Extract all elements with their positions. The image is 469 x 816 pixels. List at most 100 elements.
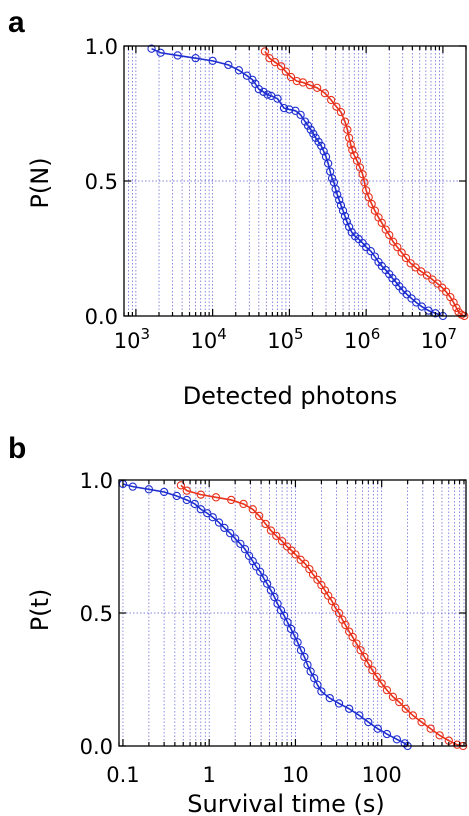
data-point-b-1: [291, 550, 300, 559]
data-point-b-1: [395, 697, 404, 707]
data-point-b-0: [306, 667, 315, 676]
data-point-a-1: [360, 178, 369, 187]
data-point-b-1: [211, 493, 221, 502]
data-point-a-0: [156, 48, 165, 57]
data-point-a-1: [358, 170, 367, 179]
data-point-b-1: [401, 704, 410, 713]
data-point-b-0: [159, 487, 169, 497]
data-point-b-0: [355, 711, 364, 720]
data-point-b-0: [313, 680, 322, 689]
data-point-a-0: [306, 125, 315, 134]
data-point-b-1: [341, 620, 350, 630]
data-point-b-1: [277, 537, 287, 546]
data-point-a-0: [242, 71, 252, 80]
data-point-b-0: [400, 739, 409, 748]
data-point-a-0: [273, 94, 282, 103]
data-point-a-1: [332, 102, 341, 111]
data-point-a-1: [393, 242, 402, 252]
data-point-b-1: [301, 559, 310, 568]
data-point-a-0: [319, 147, 328, 156]
data-point-a-1: [281, 67, 291, 76]
x-tick-label-a: 107: [421, 325, 457, 353]
data-point-a-0: [224, 60, 233, 70]
y-tick-label-a: 1.0: [85, 35, 118, 59]
data-point-a-0: [314, 137, 323, 146]
data-point-b-1: [372, 672, 382, 681]
data-point-b-1: [352, 639, 361, 648]
x-tick-label-a: 103: [114, 325, 150, 353]
data-point-a-0: [191, 54, 200, 63]
data-point-b-0: [144, 485, 154, 494]
x-tick-label-b: 1: [203, 763, 216, 787]
data-point-b-0: [214, 518, 224, 527]
grid-a: [123, 46, 467, 316]
data-point-a-0: [259, 87, 268, 97]
data-point-b-1: [227, 495, 236, 505]
data-point-a-0: [333, 190, 342, 199]
x-tick-label-a: 106: [344, 325, 380, 353]
panel-label-a: a: [8, 6, 25, 39]
data-point-a-0: [417, 302, 426, 311]
data-point-b-1: [368, 666, 377, 675]
series-group-b: [118, 479, 468, 751]
data-point-b-0: [345, 704, 354, 713]
data-point-a-0: [336, 201, 346, 210]
data-point-b-0: [240, 545, 250, 554]
data-point-a-1: [422, 271, 432, 280]
data-point-a-1: [406, 259, 415, 268]
data-point-b-0: [392, 735, 402, 744]
data-point-a-0: [327, 174, 337, 183]
data-point-a-1: [260, 47, 270, 56]
data-point-b-0: [334, 699, 344, 708]
data-point-a-1: [305, 81, 315, 90]
data-point-a-1: [452, 303, 461, 313]
data-point-b-0: [251, 562, 261, 571]
data-point-b-0: [317, 687, 326, 696]
data-point-a-1: [343, 125, 352, 134]
data-point-b-1: [364, 659, 373, 668]
data-point-b-0: [270, 592, 279, 602]
ticks-a: 0.0 0.5 1.0 103 104 105 106 107: [85, 35, 467, 353]
data-point-b-0: [382, 729, 392, 739]
data-point-b-1: [176, 481, 186, 490]
data-point-a-0: [173, 51, 182, 60]
data-point-a-1: [428, 275, 437, 284]
data-point-b-1: [388, 692, 398, 701]
data-point-a-1: [298, 78, 308, 87]
data-point-b-0: [203, 509, 212, 518]
y-tick-label-b: 0.0: [80, 735, 113, 759]
data-point-a-0: [338, 206, 348, 215]
data-point-a-1: [367, 199, 376, 209]
data-point-a-1: [320, 89, 330, 98]
data-point-a-1: [327, 95, 336, 105]
data-point-b-1: [360, 652, 369, 662]
data-point-a-0: [263, 90, 272, 99]
data-point-a-1: [292, 76, 301, 86]
data-point-b-0: [300, 652, 309, 662]
data-point-b-0: [286, 624, 296, 634]
x-tick-label-a: 105: [267, 325, 303, 353]
data-point-b-0: [263, 579, 272, 588]
data-point-a-1: [416, 267, 426, 276]
data-point-a-1: [411, 263, 420, 272]
data-point-b-0: [190, 499, 199, 509]
data-point-b-1: [348, 632, 357, 642]
data-point-a-0: [340, 211, 350, 221]
data-point-a-0: [296, 110, 305, 119]
data-point-a-0: [342, 217, 351, 226]
data-point-a-1: [265, 54, 274, 63]
data-point-a-1: [364, 193, 373, 202]
data-point-a-1: [276, 62, 286, 71]
series-group-a: [147, 44, 469, 321]
data-point-a-1: [336, 108, 346, 117]
data-point-b-0: [226, 529, 235, 538]
data-point-b-1: [248, 505, 257, 514]
data-point-b-0: [280, 611, 289, 620]
data-point-b-1: [327, 596, 337, 606]
y-axis-title-a: P(N): [26, 157, 54, 208]
data-point-b-1: [452, 740, 462, 749]
data-point-a-0: [335, 195, 344, 205]
data-point-a-0: [407, 294, 416, 303]
data-point-b-0: [293, 638, 302, 647]
data-point-b-1: [182, 486, 191, 495]
